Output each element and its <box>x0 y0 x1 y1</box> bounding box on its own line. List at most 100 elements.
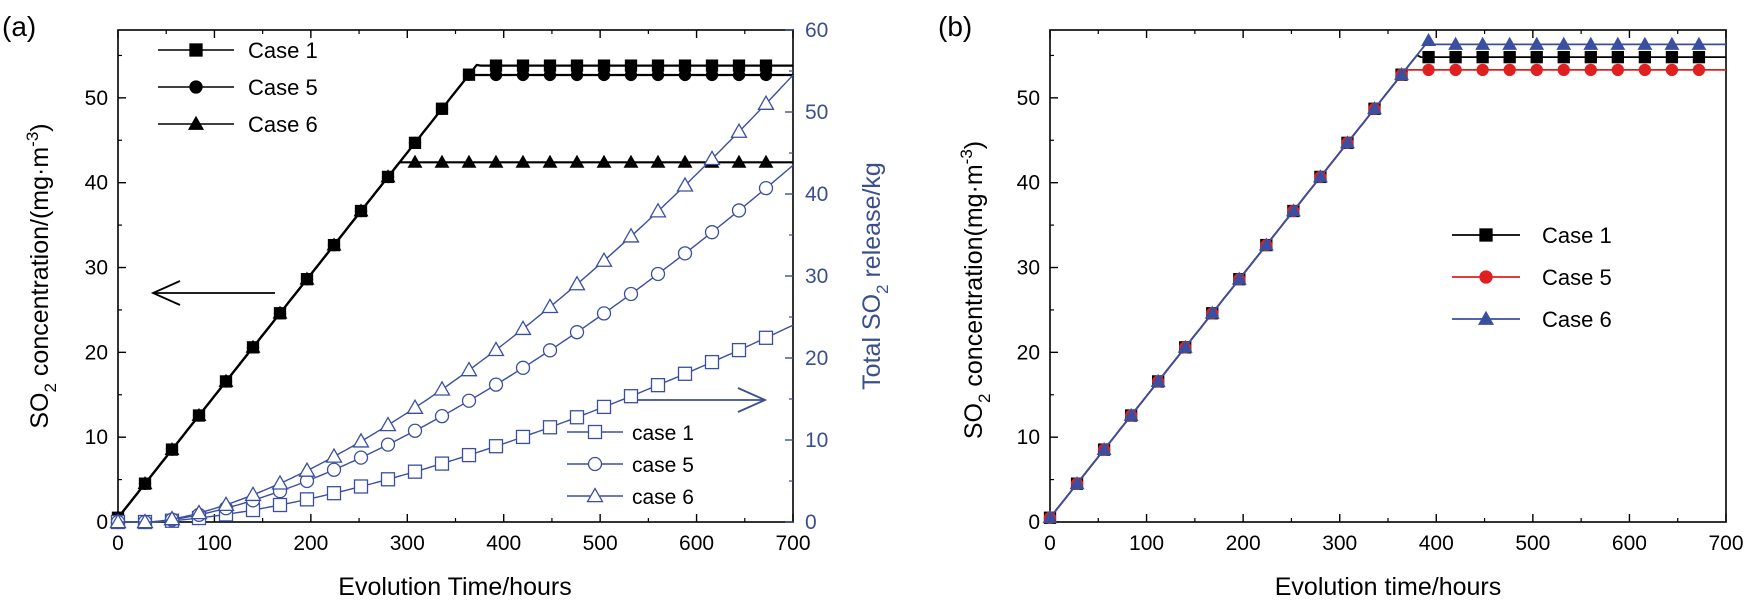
data-point <box>1530 63 1543 77</box>
data-point <box>1611 63 1624 77</box>
data-point <box>435 102 449 115</box>
x-tick-label: 200 <box>1226 532 1261 555</box>
x-tick-label: 0 <box>112 532 124 555</box>
data-point <box>1096 441 1112 455</box>
legend-label: case 1 <box>632 422 694 445</box>
data-point <box>677 246 693 261</box>
data-point <box>353 450 369 465</box>
data-point <box>487 341 505 357</box>
data-point <box>272 497 288 513</box>
data-point <box>622 227 640 243</box>
series-line <box>117 73 793 519</box>
data-point <box>326 462 342 477</box>
panel-a-legend-open: case 1 case 5 case 6 <box>567 422 694 509</box>
x-tick-label: 0 <box>1044 532 1056 555</box>
data-point <box>245 339 261 353</box>
series-case-6 <box>1042 32 1726 524</box>
x-tick-label: 300 <box>390 532 425 555</box>
series-case-1-right <box>110 324 794 530</box>
data-point <box>1692 63 1706 77</box>
x-tick-label: 400 <box>1419 532 1454 555</box>
data-point <box>758 330 774 345</box>
data-point <box>596 399 612 415</box>
data-point <box>434 408 450 424</box>
data-point <box>1557 63 1570 77</box>
data-point <box>597 68 611 82</box>
data-point <box>1691 36 1707 50</box>
left-axis-arrow <box>150 280 275 306</box>
data-point <box>650 266 666 282</box>
data-point <box>299 492 315 507</box>
panel-a-left-y-axis-label: SO2 concentration/(mg·m-3) <box>23 123 60 428</box>
data-point <box>326 237 342 251</box>
data-point <box>677 366 693 381</box>
data-point <box>433 380 451 396</box>
y-tick-label: 0 <box>1028 511 1040 534</box>
data-point <box>1476 63 1489 77</box>
series-case-5 <box>1043 63 1726 524</box>
data-point <box>326 486 342 501</box>
legend-label: Case 6 <box>1542 307 1612 332</box>
data-point <box>380 472 396 487</box>
y-tick-label: 0 <box>96 511 108 534</box>
series-line <box>117 161 793 519</box>
legend-marker <box>587 456 603 472</box>
data-point <box>596 306 612 321</box>
data-point <box>623 154 639 168</box>
data-point <box>757 94 775 110</box>
series-line <box>1049 68 1726 519</box>
data-point <box>408 136 422 149</box>
y-tick-label: 40 <box>85 172 108 195</box>
legend-marker <box>187 115 205 130</box>
data-point <box>759 68 773 82</box>
data-point <box>352 432 370 448</box>
data-point <box>623 286 639 302</box>
data-point <box>1611 50 1624 64</box>
data-point <box>1475 36 1491 50</box>
data-point <box>353 479 369 494</box>
data-point <box>542 343 558 358</box>
data-point <box>1449 50 1462 64</box>
data-point <box>678 68 692 82</box>
data-point <box>650 154 666 168</box>
data-point <box>164 441 180 455</box>
data-point <box>1449 63 1462 77</box>
data-point <box>650 378 666 393</box>
legend-marker <box>1477 310 1495 325</box>
data-point <box>542 154 558 168</box>
data-point <box>461 447 477 463</box>
data-point <box>515 360 531 375</box>
series-line <box>1049 54 1726 519</box>
legend-label: case 5 <box>632 454 694 477</box>
x-tick-label: 500 <box>583 532 618 555</box>
data-point <box>569 325 585 340</box>
data-point <box>731 342 747 358</box>
data-point <box>1637 36 1653 50</box>
data-point <box>460 361 478 377</box>
data-point <box>595 251 613 267</box>
panel-a-legend-filled: Case 1 Case 5 Case 6 <box>158 38 318 137</box>
data-point <box>299 271 315 285</box>
data-point <box>515 429 531 445</box>
data-point <box>1394 67 1409 81</box>
panel-a-label: (a) <box>2 11 36 42</box>
data-point <box>1285 203 1301 217</box>
data-point <box>1664 36 1680 50</box>
x-tick-label: 400 <box>486 532 521 555</box>
legend-label: Case 5 <box>1542 265 1612 290</box>
data-point <box>379 416 397 432</box>
y-tick-label: 30 <box>805 265 828 288</box>
x-tick-label: 100 <box>197 532 232 555</box>
data-point <box>190 504 208 520</box>
data-point <box>1692 50 1706 64</box>
panel-a-x-ticks: 0 100 200 300 400 500 600 700 <box>112 30 811 555</box>
data-point <box>1556 36 1572 50</box>
data-point <box>1476 50 1489 64</box>
y-tick-label: 0 <box>805 511 817 534</box>
data-point <box>298 461 316 477</box>
data-point <box>1150 373 1166 387</box>
data-point <box>569 154 585 168</box>
data-point <box>758 154 774 168</box>
data-point <box>1665 63 1679 77</box>
